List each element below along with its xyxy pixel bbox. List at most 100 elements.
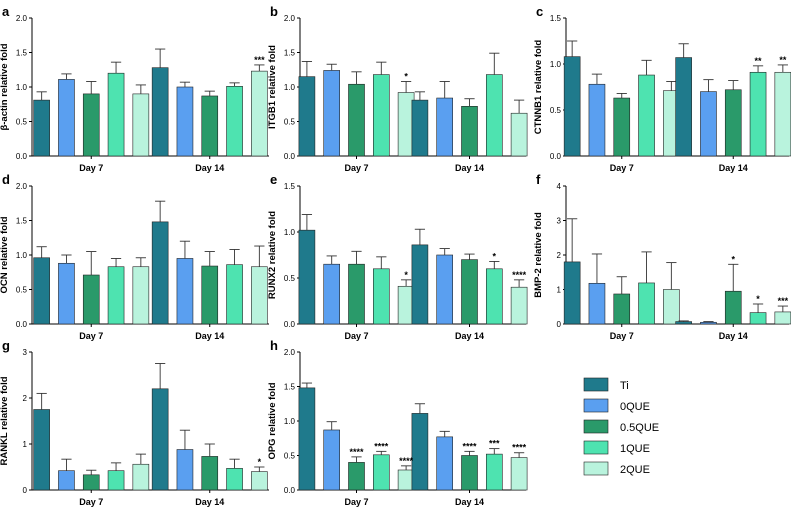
significance-marker: ** <box>779 55 787 65</box>
x-tick-label: Day 7 <box>79 497 103 507</box>
bar-ti-day-7 <box>33 257 50 325</box>
panel-letter: b <box>270 4 278 19</box>
y-tick-label: 0.0 <box>284 152 296 161</box>
panel-a: a β-actin relative fold 0.0 0.5 1.0 1.5 2.0 Day… <box>0 4 269 173</box>
x-tick-label: Day 14 <box>195 497 224 507</box>
bar-1que-day-7 <box>107 470 125 491</box>
bar-0que-day-7 <box>588 83 606 157</box>
y-tick-label: 1.5 <box>284 182 296 191</box>
bar-05que-day-14 <box>201 265 219 325</box>
y-tick-label: 0.5 <box>284 118 296 127</box>
legend-label: 1QUE <box>620 443 650 455</box>
panel-g: g RANKL relative fold 0 1 2 3 Day 7 Day 14 * <box>0 338 269 507</box>
y-tick-label: 0.0 <box>550 152 562 161</box>
bar-2que-day-14 <box>510 112 528 157</box>
y-tick-label: 0.0 <box>284 320 296 329</box>
significance-marker: *** <box>489 439 500 449</box>
bar-1que-day-7 <box>638 74 655 157</box>
bar-ti-day-7 <box>298 76 316 157</box>
significance-marker: **** <box>512 443 527 453</box>
bar-ti-day-7 <box>33 409 50 491</box>
x-tick-label: Day 14 <box>455 331 484 341</box>
bar-1que-day-14 <box>226 86 243 157</box>
bar-ti-day-7 <box>298 387 316 491</box>
y-tick-label: 2.0 <box>16 182 28 191</box>
x-tick-label: Day 14 <box>455 163 484 173</box>
y-tick-label: 1.0 <box>284 417 296 426</box>
significance-marker: ** <box>755 56 763 66</box>
x-tick-label: Day 7 <box>344 331 368 341</box>
panel-d: d OCN relative fold 0.0 0.5 1.0 1.5 2.0 Day 7 Da… <box>0 172 269 341</box>
bar-05que-day-14 <box>201 95 219 157</box>
panel-letter: d <box>2 172 10 187</box>
panel-letter: a <box>2 4 10 19</box>
bar-2que-day-7 <box>663 289 680 325</box>
bar-1que-day-7 <box>107 266 125 325</box>
y-tick-label: 1.5 <box>284 383 296 392</box>
significance-marker: * <box>493 251 497 261</box>
y-axis-label: OCN relative fold <box>0 216 10 293</box>
y-tick-label: 0.5 <box>550 106 562 115</box>
bar-05que-day-14 <box>724 290 742 325</box>
bar-1que-day-14 <box>749 312 767 325</box>
y-axis-label: β-actin relative fold <box>0 43 10 130</box>
bar-ti-day-14 <box>675 57 692 157</box>
legend-label: 0QUE <box>620 401 650 413</box>
bar-2que-day-14 <box>251 471 268 491</box>
significance-marker: *** <box>778 296 789 306</box>
bar-ti-day-7 <box>563 56 581 157</box>
bar-ti-day-14 <box>151 67 169 157</box>
bar-ti-day-14 <box>411 244 429 325</box>
y-tick-label: 1.0 <box>16 83 28 92</box>
legend: Ti 0QUE 0.5QUE 1QUE 2QUE <box>583 377 659 476</box>
bar-0que-day-7 <box>58 79 75 157</box>
x-tick-label: Day 14 <box>455 497 484 507</box>
y-tick-label: 0 <box>23 486 28 495</box>
bar-05que-day-14 <box>201 456 219 491</box>
y-tick-label: 0.5 <box>284 452 296 461</box>
bar-ti-day-14 <box>151 221 169 325</box>
bar-05que-day-14 <box>461 259 478 325</box>
significance-marker: * <box>756 294 760 304</box>
bar-0que-day-14 <box>436 254 454 325</box>
legend-swatch <box>583 461 609 476</box>
y-tick-label: 1.0 <box>284 228 296 237</box>
bar-05que-day-14 <box>461 106 478 157</box>
bar-0que-day-14 <box>176 449 194 491</box>
bar-0que-day-14 <box>700 321 717 325</box>
y-tick-label: 1 <box>557 286 562 295</box>
y-tick-label: 2 <box>557 251 562 260</box>
bar-1que-day-7 <box>372 454 390 491</box>
y-tick-label: 0.5 <box>284 274 296 283</box>
panel-b: b ITGB1 relative fold 0.0 0.5 1.0 1.5 2.0 Day 7… <box>267 4 528 173</box>
bar-05que-day-7 <box>348 263 365 325</box>
x-tick-label: Day 14 <box>719 163 748 173</box>
y-axis-label: BMP-2 relative fold <box>533 212 544 298</box>
legend-swatch <box>583 398 609 413</box>
bar-ti-day-14 <box>411 99 429 157</box>
significance-marker: **** <box>374 441 389 451</box>
bar-05que-day-14 <box>724 89 742 157</box>
bar-05que-day-7 <box>82 93 100 157</box>
y-tick-label: 1.0 <box>16 251 28 260</box>
bar-1que-day-7 <box>107 72 125 157</box>
panel-c: c CTNNB1 relative fold 0.0 0.5 1.0 1.5 Day 7 Da… <box>533 4 791 173</box>
legend-swatch <box>583 419 609 434</box>
bar-0que-day-14 <box>700 91 717 157</box>
bar-05que-day-14 <box>461 455 478 491</box>
y-axis-label: RUNX2 relative fold <box>267 211 278 299</box>
y-tick-label: 2 <box>23 394 28 403</box>
y-tick-label: 1.5 <box>284 49 296 58</box>
bar-1que-day-14 <box>485 74 503 157</box>
bar-1que-day-14 <box>749 71 767 157</box>
legend-label: 2QUE <box>620 464 650 476</box>
y-tick-label: 4 <box>557 182 562 191</box>
x-tick-label: Day 7 <box>344 163 368 173</box>
panel-letter: h <box>270 338 278 353</box>
bar-0que-day-7 <box>588 282 606 325</box>
bar-0que-day-7 <box>58 470 75 491</box>
panel-letter: g <box>2 338 10 353</box>
x-tick-label: Day 7 <box>79 163 103 173</box>
y-tick-label: 1.0 <box>550 60 562 69</box>
